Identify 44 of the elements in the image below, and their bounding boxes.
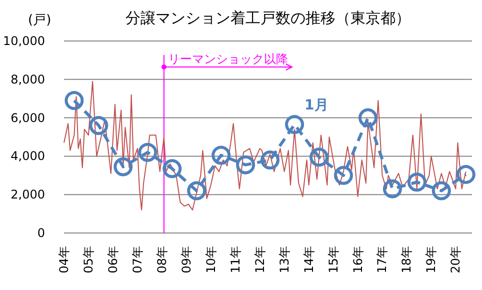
x-tick-label: 04年 xyxy=(57,246,71,274)
series-label: 1月 xyxy=(304,98,328,114)
y-tick-label: 8,000 xyxy=(10,72,45,86)
x-tick-label: 13年 xyxy=(277,246,292,274)
point xyxy=(162,159,182,178)
point xyxy=(260,150,280,170)
x-tick-label: 18年 xyxy=(400,246,414,274)
x-tick-label: 11年 xyxy=(228,246,242,274)
y-tick-label: 4,000 xyxy=(10,149,45,164)
x-tick-label: 10年 xyxy=(204,246,218,274)
point xyxy=(212,146,231,165)
x-tick-label: 07年 xyxy=(130,246,144,274)
x-tick-label: 16年 xyxy=(350,246,365,274)
x-tick-label: 06年 xyxy=(106,246,120,274)
y-axis-title: (戸) xyxy=(28,13,52,28)
x-tick-label: 20年 xyxy=(448,246,463,274)
point xyxy=(285,115,304,134)
point xyxy=(382,179,402,198)
point xyxy=(187,181,206,200)
y-tick-label: 0 xyxy=(37,226,45,240)
point xyxy=(114,157,133,176)
y-tick-label: 2,000 xyxy=(10,188,45,202)
point xyxy=(456,164,476,184)
ref-line-label: リーマンショック以降 xyxy=(168,52,288,66)
x-tick-label: 15年 xyxy=(326,246,340,274)
y-tick-label: 10,000 xyxy=(3,34,45,48)
point xyxy=(358,108,378,128)
x-tick-label: 12年 xyxy=(252,246,267,274)
point xyxy=(236,155,256,174)
point xyxy=(334,166,353,185)
x-tick-label: 05年 xyxy=(81,246,96,274)
x-tick-label: 14年 xyxy=(302,246,316,274)
point xyxy=(407,172,426,192)
x-tick-label: 09年 xyxy=(179,246,194,274)
point xyxy=(64,91,84,110)
point xyxy=(138,142,158,162)
chart-title: 分譲マンション着工戸数の推移（東京都） xyxy=(126,9,410,27)
x-tick-label: 08年 xyxy=(154,246,169,274)
point xyxy=(89,116,108,135)
point xyxy=(432,181,451,200)
y-tick-label: 6,000 xyxy=(10,110,45,125)
point xyxy=(310,148,328,167)
x-tick-label: 19年 xyxy=(424,246,438,274)
x-tick-label: 17年 xyxy=(375,246,390,274)
